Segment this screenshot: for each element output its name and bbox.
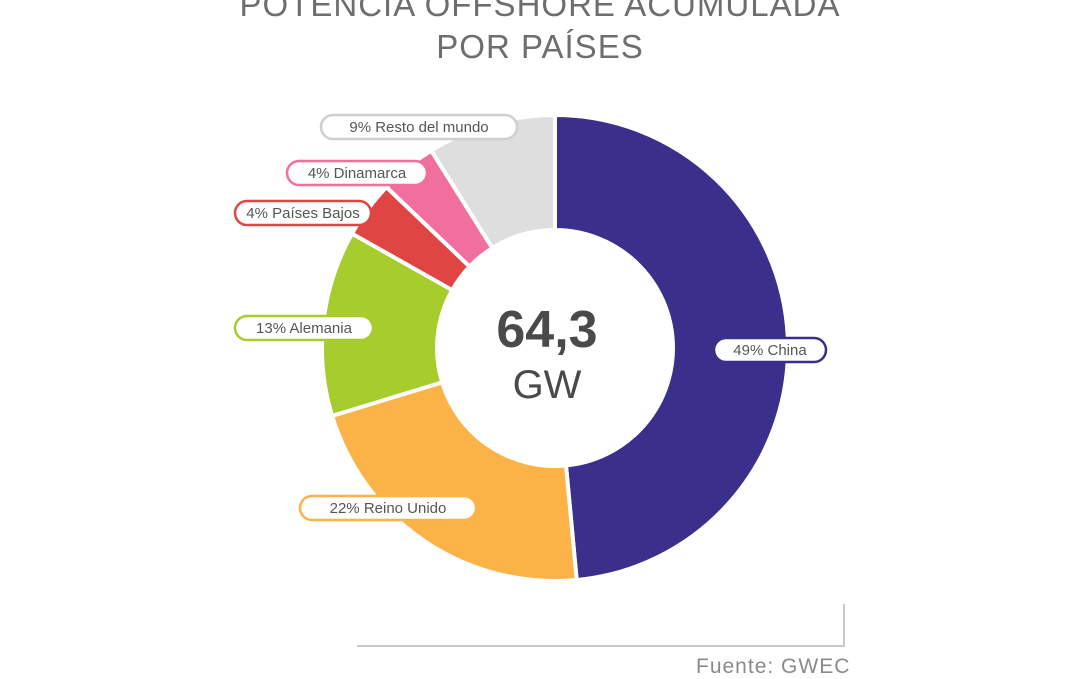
svg-text:49% China: 49% China (733, 342, 807, 359)
slice-reino-unido (329, 379, 579, 583)
svg-text:9% Resto del mundo: 9% Resto del mundo (349, 119, 488, 136)
svg-text:13% Alemania: 13% Alemania (256, 320, 353, 337)
slice-label-alemania: 13% Alemania (233, 314, 375, 342)
slice-labels: 49% China 22% Reino Unido 13% Alemania 4% P… (233, 113, 828, 522)
chart-title-line2: POR PAÍSES (436, 28, 644, 65)
slice-label-china: 49% China (712, 336, 828, 364)
slice-label-resto-del-mundo: 9% Resto del mundo (319, 113, 519, 141)
frame-line-vertical (843, 604, 845, 647)
svg-text:4% Países Bajos: 4% Países Bajos (246, 205, 359, 222)
slice-label-pa-ses-bajos: 4% Países Bajos (233, 199, 373, 227)
slice-label-dinamarca: 4% Dinamarca (285, 159, 429, 187)
slices (320, 112, 790, 583)
frame-line-horizontal (357, 645, 845, 647)
slice-china (553, 112, 790, 583)
total-capacity-unit: GW (512, 363, 582, 407)
total-capacity-value: 64,3 (496, 301, 598, 359)
svg-text:4% Dinamarca: 4% Dinamarca (308, 165, 407, 182)
svg-text:22% Reino Unido: 22% Reino Unido (330, 500, 447, 517)
source-note: Fuente: GWEC (696, 655, 851, 678)
slice-label-reino-unido: 22% Reino Unido (298, 494, 478, 522)
chart-title-line1: POTENCIA OFFSHORE ACUMULADA (239, 0, 841, 23)
